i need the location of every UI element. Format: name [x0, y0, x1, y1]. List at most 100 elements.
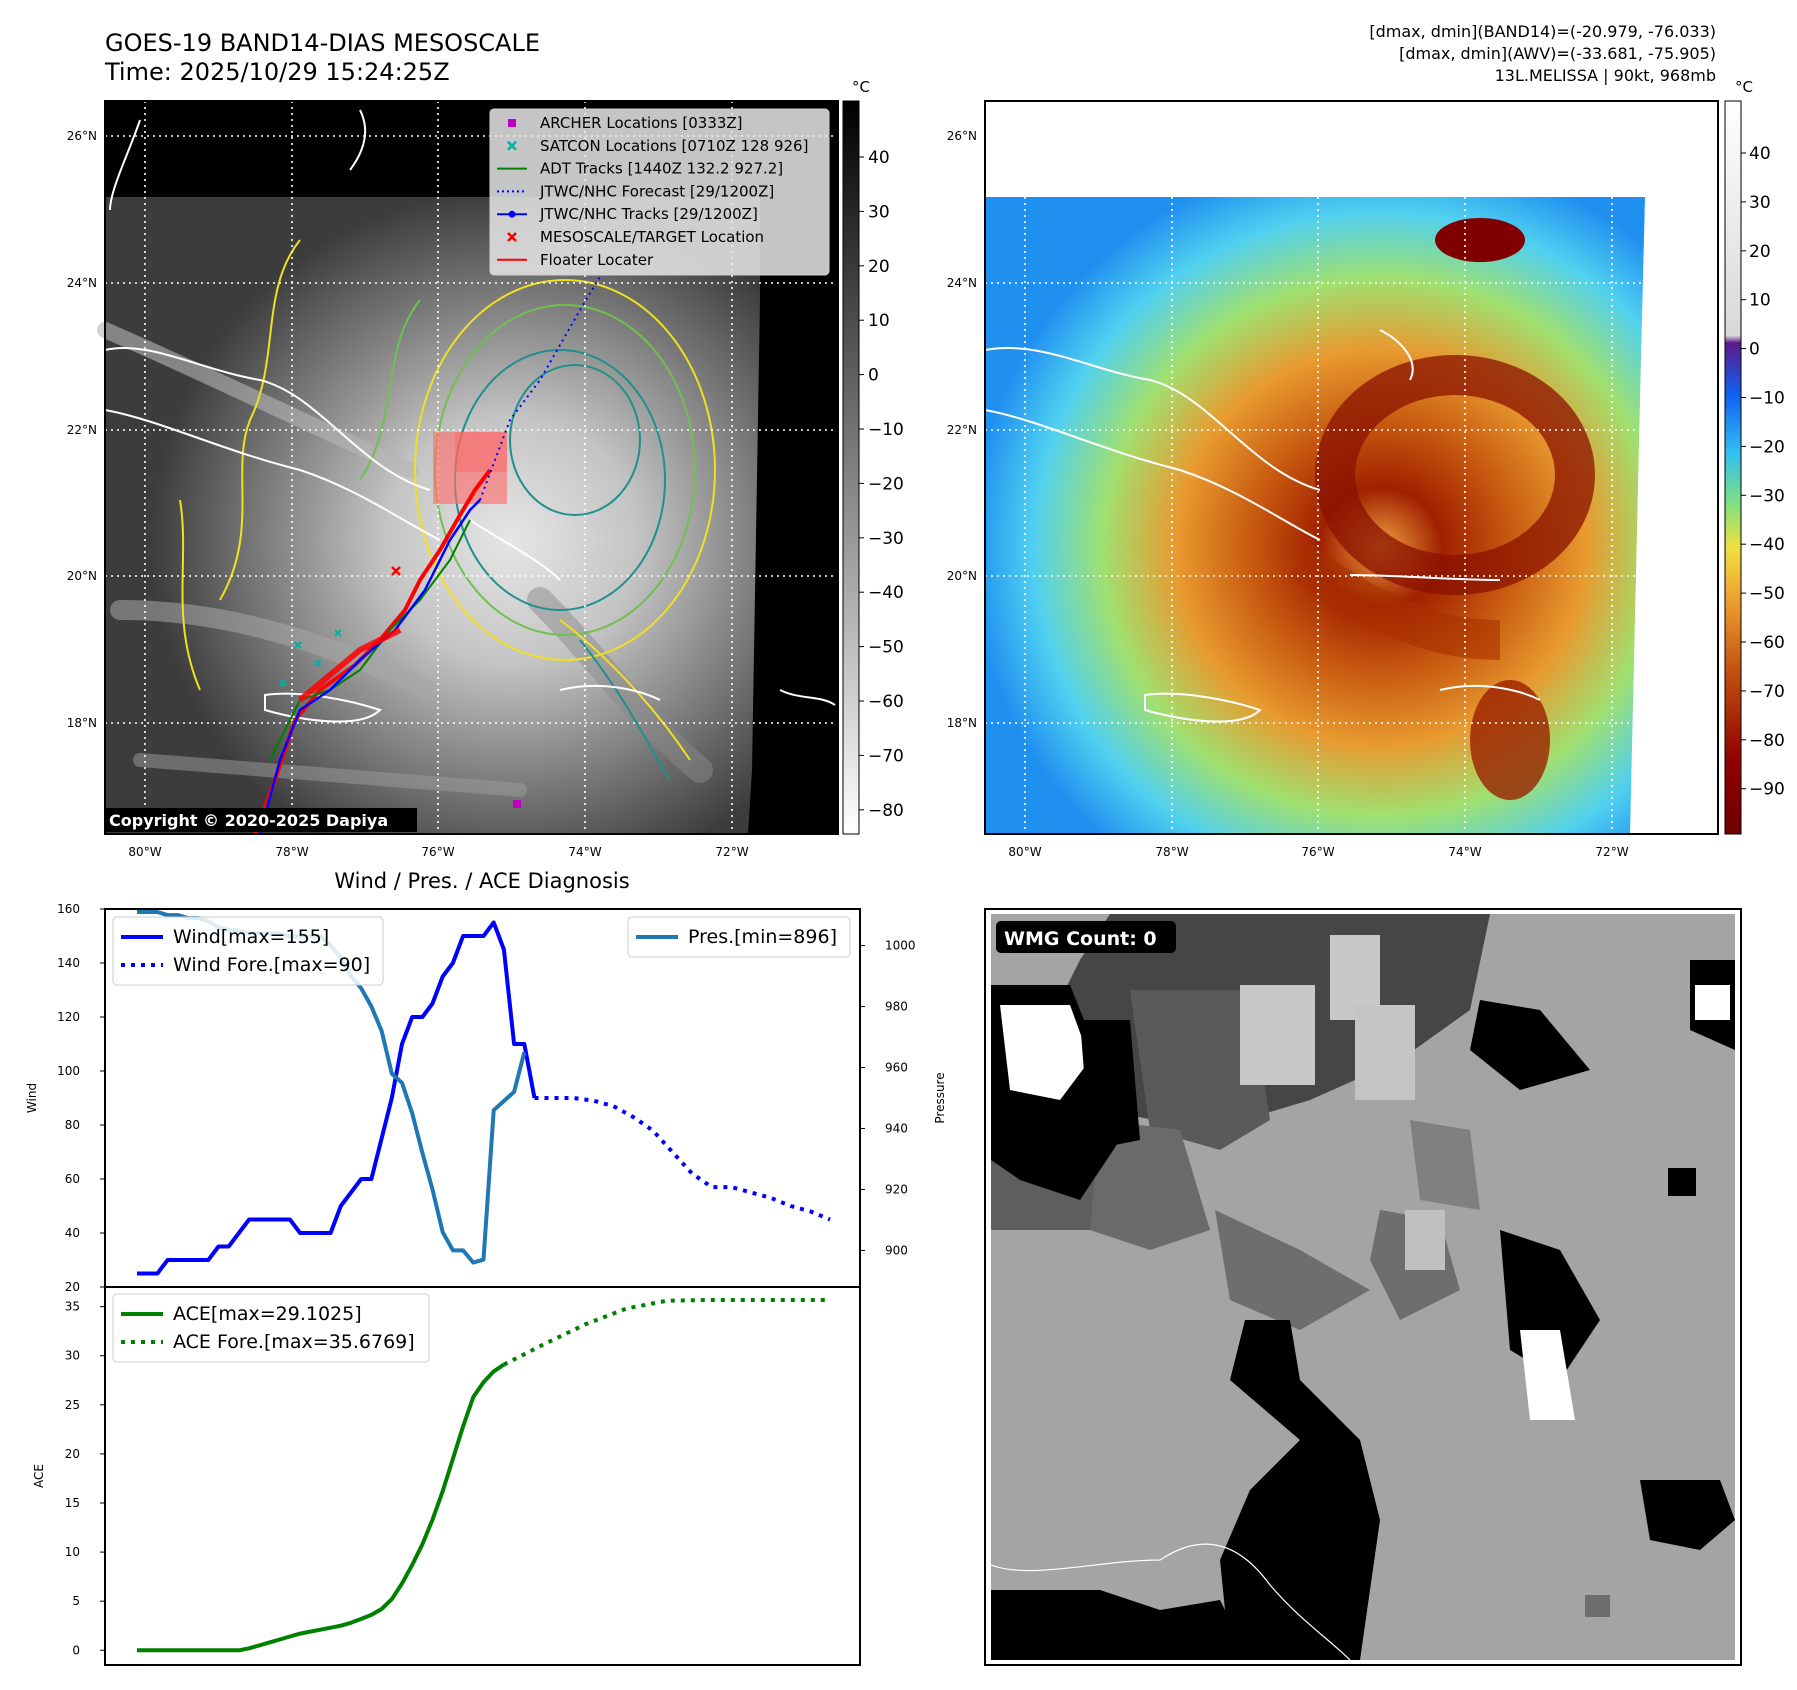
wmg-map: WMG Count: 0 [984, 908, 1742, 1666]
wind-ytick-label: 140 [57, 956, 80, 970]
wind-ytick-label: 80 [65, 1118, 80, 1132]
info-line2: [dmax, dmin](AWV)=(-33.681, -75.905) [1399, 44, 1716, 63]
pressure-ytick-label: 980 [885, 1000, 908, 1014]
wmg-pixels [991, 914, 1735, 1660]
color-coastlines [984, 329, 1541, 723]
colorbar-color-tick-label: −70 [1749, 682, 1785, 702]
colorbar-color: °C 40 30 20 10 0 −10 −20 −30 −40 −50 −60 −70 −80 −90 [1724, 78, 1785, 835]
ace-y-ticks: 0 5 10 15 20 25 30 35 [65, 1300, 105, 1657]
title-line2: Time: 2025/10/29 15:24:25Z [104, 58, 450, 86]
ace-ytick-label: 20 [65, 1447, 80, 1461]
legend-box [112, 916, 384, 986]
series-ace-max-29-1025 [137, 1362, 506, 1653]
legend-label: ACE Fore.[max=35.6769] [173, 1331, 415, 1353]
series-ace-fore-max-35-6769 [502, 1298, 830, 1367]
colorbar-gray-tick-label: 0 [868, 366, 879, 386]
lon-label: 76°W [1301, 845, 1334, 859]
colorbar-gray-tick-label: 10 [868, 311, 890, 331]
lon-label: 74°W [568, 845, 601, 859]
floater-box [433, 432, 507, 504]
legend-label: ACE[max=29.1025] [173, 1303, 362, 1325]
lat-label: 24°N [947, 276, 977, 290]
info-line3: 13L.MELISSA | 90kt, 968mb [1495, 66, 1716, 85]
lat-label: 20°N [947, 569, 977, 583]
colorbar-color-tick-label: 20 [1749, 242, 1771, 262]
ace-ytick-label: 35 [65, 1300, 80, 1314]
lon-label: 72°W [1595, 845, 1628, 859]
colorbar-color-tick-label: −40 [1749, 535, 1785, 555]
pressure-legend: Pres.[min=896] [627, 916, 851, 958]
ace-ytick-label: 10 [65, 1545, 80, 1559]
wind-legend: Wind[max=155] Wind Fore.[max=90] [112, 916, 384, 986]
diagnosis-title: Wind / Pres. / ACE Diagnosis [334, 869, 629, 893]
pressure-ytick-label: 900 [885, 1243, 908, 1257]
legend-item-5-marker [507, 232, 517, 242]
legend-box [112, 1293, 430, 1363]
colorbar-gray-tick-label: −10 [868, 420, 904, 440]
legend-box [627, 916, 851, 958]
colorbar-color-tick-label: −30 [1749, 486, 1785, 506]
legend-item-0-marker [508, 119, 516, 127]
colorbar-color-tick-label: −60 [1749, 633, 1785, 653]
colorbar-color-tick-label: 40 [1749, 144, 1771, 164]
floater-box-top [455, 432, 507, 472]
colorbar-gray-tick-label: −50 [868, 638, 904, 658]
lat-label: 20°N [67, 569, 97, 583]
legend-item-1-label: SATCON Locations [0710Z 128 926] [540, 137, 808, 155]
wind-ytick-label: 60 [65, 1172, 80, 1186]
pressure-ytick-label: 920 [885, 1182, 908, 1196]
wmg-label-box [996, 921, 1176, 953]
satellite-map-color [984, 100, 1719, 835]
wmg-coastline [990, 1543, 1351, 1661]
legend: ARCHER Locations [0333Z] SATCON Locations… [489, 108, 830, 276]
wind-ytick-label: 20 [65, 1280, 80, 1294]
wmg-label: WMG Count: 0 [1004, 928, 1157, 950]
lat-label: 18°N [67, 716, 97, 730]
map-lat-labels: 26°N 26°N 24°N 24°N 22°N 22°N 20°N 20°N 18°N 18°N [67, 129, 977, 730]
lon-label: 76°W [421, 845, 454, 859]
wind-ytick-label: 120 [57, 1010, 80, 1024]
ace-ylabel: ACE [32, 1464, 46, 1488]
lat-label: 24°N [67, 276, 97, 290]
pressure-ytick-label: 1000 [885, 939, 916, 953]
title-line1: GOES-19 BAND14-DIAS MESOSCALE [105, 29, 540, 57]
colorbar-color-tick-label: 10 [1749, 291, 1771, 311]
colorbar-color-tick-label: −20 [1749, 437, 1785, 457]
series-wind-max-155 [137, 920, 537, 1276]
ace-chart: 0 5 10 15 20 25 30 35 ACE ACE[max=29.1025] ACE F… [32, 1286, 861, 1666]
storm-tracks [253, 259, 611, 835]
colorbar-gray-tick-label: −40 [868, 583, 904, 603]
pressure-ylabel: Pressure [933, 1072, 947, 1123]
pressure-ytick-label: 960 [885, 1061, 908, 1075]
legend-label: Wind Fore.[max=90] [173, 954, 370, 976]
legend-item-2-label: ADT Tracks [1440Z 132.2 927.2] [540, 160, 783, 178]
pressure-y-ticks: 900 920 940 960 980 1000 [860, 939, 916, 1257]
colorbar-gray-tick-label: −70 [868, 746, 904, 766]
colorbar-color-tick-label: 0 [1749, 340, 1760, 360]
ace-ytick-label: 0 [72, 1643, 80, 1657]
lon-label: 78°W [1155, 845, 1188, 859]
target-marker [391, 566, 401, 576]
ace-ytick-label: 15 [65, 1496, 80, 1510]
ace-ytick-label: 30 [65, 1349, 80, 1363]
colorbar-gray-tick-label: 40 [868, 148, 890, 168]
lat-label: 22°N [947, 423, 977, 437]
wind-pressure-chart: 20 40 60 80 100 120 140 160 900 920 940 960 980 1000… [25, 902, 947, 1294]
color-gridlines [985, 101, 1718, 834]
lon-label: 78°W [275, 845, 308, 859]
pressure-ytick-label: 940 [885, 1121, 908, 1135]
colorbar-gray-tick-label: −80 [868, 801, 904, 821]
colorbar-color-tick-label: −80 [1749, 731, 1785, 751]
colorbar-gray-tick-label: −20 [868, 474, 904, 494]
colorbar-gray-tick-label: 20 [868, 257, 890, 277]
lon-label: 80°W [128, 845, 161, 859]
map-lon-labels: 80°W 80°W 78°W 78°W 76°W 76°W 74°W 74°W 72°W 72°W [128, 845, 1628, 859]
ace-ytick-label: 25 [65, 1398, 80, 1412]
legend-items: ARCHER Locations [0333Z] SATCON Locations… [497, 114, 808, 269]
legend-item-5-label: MESOSCALE/TARGET Location [540, 228, 764, 246]
colorbar-color-tick-label: −90 [1749, 780, 1785, 800]
colorbar-gray: °C 40 30 20 10 0 −10 −20 −30 −40 −50 −60 −70 −80 [842, 78, 904, 835]
lat-label: 18°N [947, 716, 977, 730]
info-line1: [dmax, dmin](BAND14)=(-20.979, -76.033) [1369, 22, 1716, 41]
